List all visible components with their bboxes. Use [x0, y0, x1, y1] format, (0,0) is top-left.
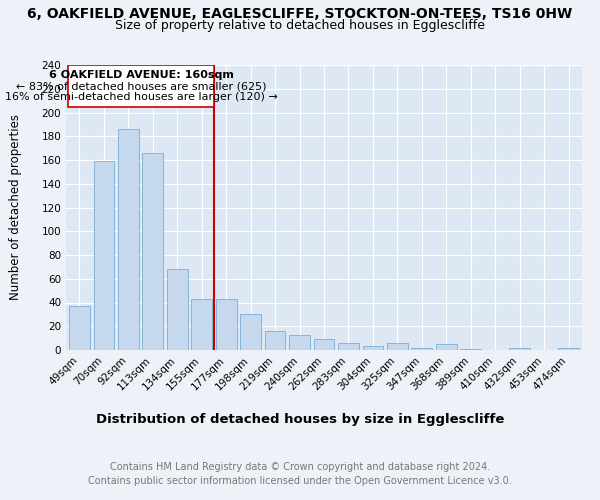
Bar	[338, 343, 359, 350]
Text: Size of property relative to detached houses in Egglescliffe: Size of property relative to detached ho…	[115, 18, 485, 32]
Text: ← 83% of detached houses are smaller (625): ← 83% of detached houses are smaller (62…	[16, 82, 266, 92]
Text: 6 OAKFIELD AVENUE: 160sqm: 6 OAKFIELD AVENUE: 160sqm	[49, 70, 233, 80]
Bar	[191, 299, 212, 350]
Bar	[94, 161, 114, 350]
Bar	[118, 129, 139, 350]
Bar	[412, 348, 432, 350]
Bar	[509, 348, 530, 350]
Bar	[289, 334, 310, 350]
Bar	[387, 343, 408, 350]
Text: Contains public sector information licensed under the Open Government Licence v3: Contains public sector information licen…	[88, 476, 512, 486]
Text: 6, OAKFIELD AVENUE, EAGLESCLIFFE, STOCKTON-ON-TEES, TS16 0HW: 6, OAKFIELD AVENUE, EAGLESCLIFFE, STOCKT…	[28, 8, 572, 22]
Text: Distribution of detached houses by size in Egglescliffe: Distribution of detached houses by size …	[96, 412, 504, 426]
Bar	[436, 344, 457, 350]
Bar	[69, 306, 90, 350]
Bar	[167, 269, 188, 350]
Text: Number of detached properties: Number of detached properties	[9, 114, 22, 300]
Bar	[460, 349, 481, 350]
Bar	[265, 331, 286, 350]
FancyBboxPatch shape	[68, 65, 214, 106]
Bar	[142, 153, 163, 350]
Text: Contains HM Land Registry data © Crown copyright and database right 2024.: Contains HM Land Registry data © Crown c…	[110, 462, 490, 472]
Bar	[558, 348, 579, 350]
Bar	[216, 299, 236, 350]
Bar	[240, 314, 261, 350]
Text: 16% of semi-detached houses are larger (120) →: 16% of semi-detached houses are larger (…	[5, 92, 278, 102]
Bar	[362, 346, 383, 350]
Bar	[314, 340, 334, 350]
